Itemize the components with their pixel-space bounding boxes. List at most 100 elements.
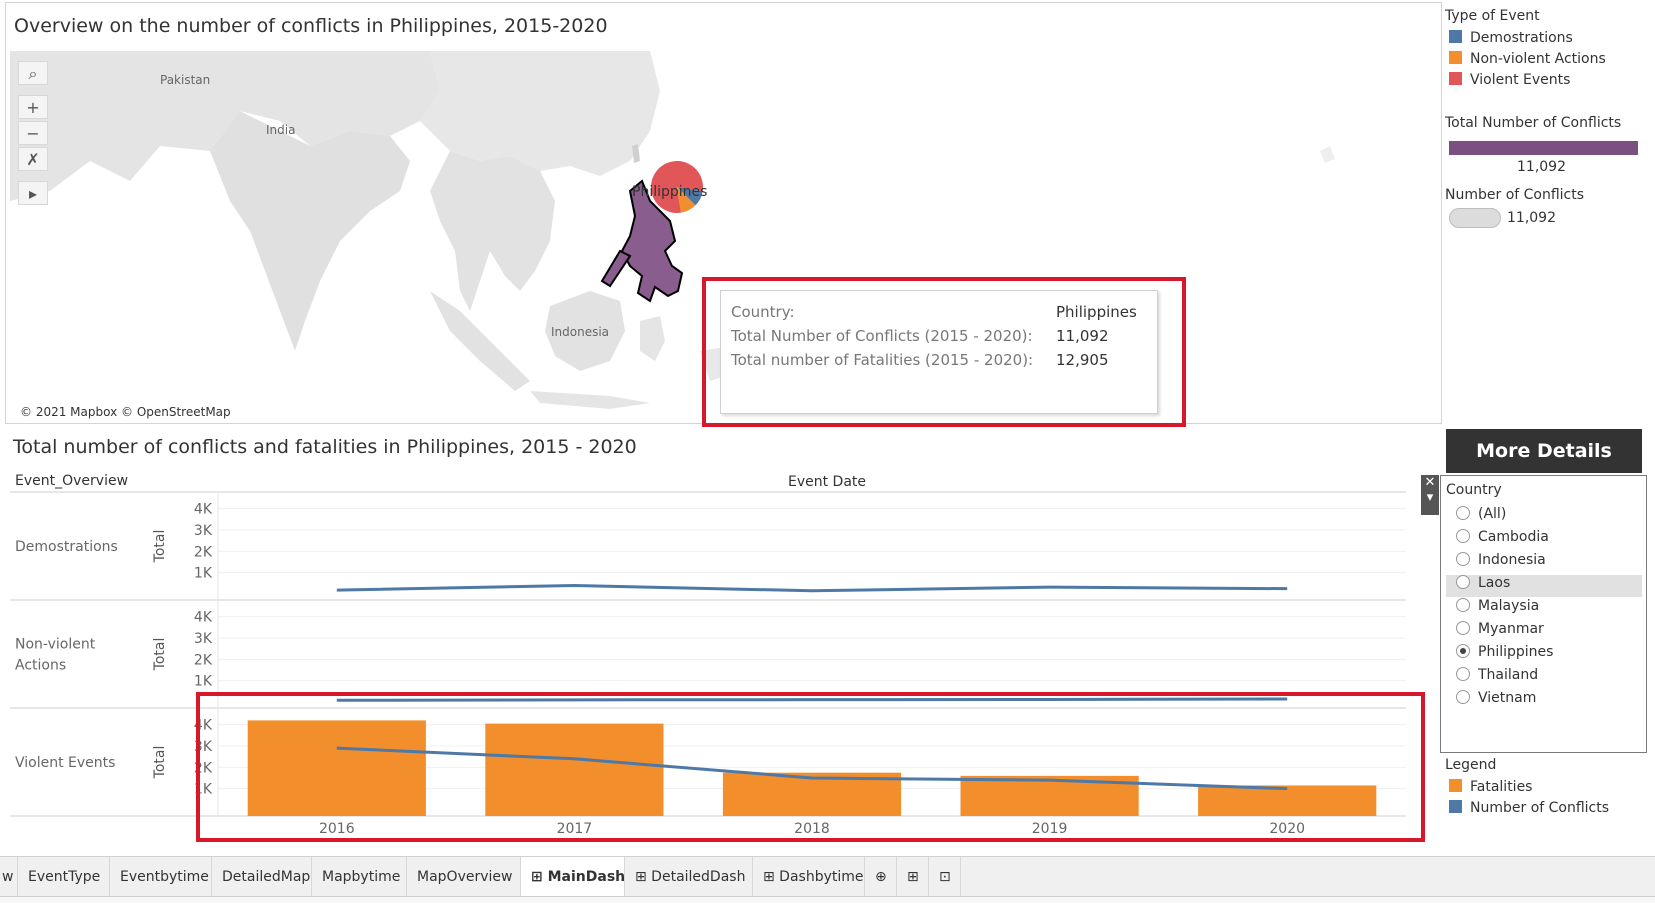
map-canvas[interactable]: Pakistan India Indonesia © 2021 Mapbox ©… xyxy=(10,51,1438,421)
radio-icon[interactable] xyxy=(1456,621,1470,635)
tooltip-conflicts-key: Total Number of Conflicts (2015 - 2020): xyxy=(731,327,1033,345)
y-axis-label: Total xyxy=(152,530,168,564)
land-sulawesi xyxy=(640,316,665,361)
filter-option[interactable]: Cambodia xyxy=(1446,529,1642,551)
y-axis-label: Total xyxy=(152,746,168,780)
land-japan-tip xyxy=(1320,146,1335,163)
land-indochina xyxy=(430,151,555,311)
legend-total-value: 11,092 xyxy=(1517,159,1566,175)
sheet-tabbar: w EventType Eventbytime DetailedMap Mapbytim… xyxy=(0,856,1655,897)
filter-option-label: Laos xyxy=(1478,575,1511,591)
map-copyright: © 2021 Mapbox © OpenStreetMap xyxy=(20,405,231,419)
map-tooltip: Country: Philippines Total Number of Conf… xyxy=(720,290,1158,414)
map-toolbar: ⌕ + − ✗ ▸ xyxy=(18,61,50,207)
radio-icon[interactable] xyxy=(1456,644,1470,658)
filter-option[interactable]: Philippines xyxy=(1446,644,1642,666)
zoom-in-button[interactable]: + xyxy=(18,95,48,119)
zoom-out-button[interactable]: − xyxy=(18,121,48,145)
sheet-tab[interactable]: MapOverview xyxy=(407,857,521,897)
legend-number-of-conflicts[interactable]: Number of Conflicts xyxy=(1449,800,1609,816)
swatch-demonstrations xyxy=(1449,30,1462,43)
sheet-tab[interactable]: ⊞ DetailedDash xyxy=(625,857,753,897)
map-label-indonesia: Indonesia xyxy=(551,325,610,339)
country-marker-label: Philippines xyxy=(632,184,708,200)
land-java xyxy=(530,391,650,409)
legend-fatalities-label: Fatalities xyxy=(1470,779,1533,795)
legend-number-title: Number of Conflicts xyxy=(1445,187,1585,203)
filter-option[interactable]: Indonesia xyxy=(1446,552,1642,574)
highlight-box-tooltip xyxy=(702,277,1186,427)
land-west-asia xyxy=(10,51,440,201)
radio-icon[interactable] xyxy=(1456,667,1470,681)
filter-option-label: Indonesia xyxy=(1478,552,1546,568)
filter-option-label: Myanmar xyxy=(1478,621,1544,637)
legend-type-demonstrations[interactable]: Demostrations xyxy=(1449,30,1573,46)
pie-slice-non-violent[interactable] xyxy=(677,187,696,213)
radio-icon[interactable] xyxy=(1456,506,1470,520)
legend-total-color-bar xyxy=(1449,141,1638,155)
x-tick-label: 2016 xyxy=(319,821,355,837)
x-tick-label: 2017 xyxy=(557,821,593,837)
pie-marker[interactable] xyxy=(651,161,703,213)
sheet-tab[interactable]: w xyxy=(0,857,18,897)
legend-type-non-violent[interactable]: Non-violent Actions xyxy=(1449,51,1606,67)
filter-option[interactable]: Myanmar xyxy=(1446,621,1642,643)
x-tick-label: 2018 xyxy=(794,821,830,837)
land-borneo xyxy=(545,291,625,371)
search-icon[interactable]: ⌕ xyxy=(18,61,48,85)
legend-type-title: Type of Event xyxy=(1445,8,1540,24)
radio-icon[interactable] xyxy=(1456,690,1470,704)
sheet-tab[interactable]: ⊕ xyxy=(865,857,897,897)
row-header: Violent Events xyxy=(15,755,115,771)
sheet-tab[interactable]: ⊞ xyxy=(897,857,929,897)
swatch-non-violent xyxy=(1449,51,1462,64)
line-number-of-conflicts[interactable] xyxy=(336,697,1288,702)
line-number-of-conflicts[interactable] xyxy=(336,746,1288,791)
tooltip-country-key: Country: xyxy=(731,303,795,321)
expand-toolbar-icon[interactable]: ▸ xyxy=(18,181,48,205)
chart-title: Total number of conflicts and fatalities… xyxy=(13,436,637,458)
map-label-pakistan: Pakistan xyxy=(160,73,211,87)
radio-icon[interactable] xyxy=(1456,598,1470,612)
bar-fatalities[interactable] xyxy=(247,720,426,816)
sheet-tab[interactable]: EventType xyxy=(18,857,110,897)
radio-icon[interactable] xyxy=(1456,575,1470,589)
sheet-tab[interactable]: DetailedMap xyxy=(212,857,312,897)
row-header: Non-violent xyxy=(15,637,96,653)
legend-type-violent[interactable]: Violent Events xyxy=(1449,72,1570,88)
filter-option[interactable]: (All) xyxy=(1446,506,1642,528)
sheet-tab[interactable]: ⊞ MainDash xyxy=(521,857,625,897)
radio-icon[interactable] xyxy=(1456,529,1470,543)
swatch-number-of-conflicts xyxy=(1449,800,1462,813)
filter-option[interactable]: Vietnam xyxy=(1446,690,1642,712)
legend-number-size-shape xyxy=(1449,208,1501,228)
pie-slice-demonstrations[interactable] xyxy=(677,187,703,206)
filter-close-icon[interactable]: ✕ ▾ xyxy=(1421,475,1439,515)
sheet-tab[interactable]: Mapbytime xyxy=(312,857,407,897)
legend-fatalities[interactable]: Fatalities xyxy=(1449,779,1532,795)
legend-bottom-title: Legend xyxy=(1445,757,1497,773)
legend-type-violent-label: Violent Events xyxy=(1470,72,1571,88)
bar-fatalities[interactable] xyxy=(1198,785,1377,816)
more-details-button[interactable]: More Details xyxy=(1446,429,1642,473)
filter-option[interactable]: Laos xyxy=(1446,575,1642,597)
unpin-icon[interactable]: ✗ xyxy=(18,147,48,171)
bar-fatalities[interactable] xyxy=(485,723,664,816)
tooltip-conflicts-value: 11,092 xyxy=(1056,327,1109,345)
row-header-label: Event_Overview xyxy=(15,473,129,489)
line-number-of-conflicts[interactable] xyxy=(336,583,1288,593)
filter-option[interactable]: Thailand xyxy=(1446,667,1642,689)
y-tick-label: 2K xyxy=(194,652,213,668)
chart-area[interactable]: 1K 2K 3K 4K Demostrations Total 1K 2K 3K 4K Non-vi… xyxy=(0,490,1420,846)
land-india xyxy=(210,111,410,351)
filter-option-label: Thailand xyxy=(1478,667,1539,683)
y-axis-label: Total xyxy=(152,638,168,672)
filter-option[interactable]: Malaysia xyxy=(1446,598,1642,620)
sheet-tab[interactable]: ⊞ Dashbytime xyxy=(753,857,865,897)
filter-option-label: Cambodia xyxy=(1478,529,1549,545)
radio-icon[interactable] xyxy=(1456,552,1470,566)
column-header-label: Event Date xyxy=(788,474,867,490)
legend-total-title: Total Number of Conflicts xyxy=(1445,115,1622,131)
sheet-tab[interactable]: Eventbytime xyxy=(110,857,212,897)
sheet-tab[interactable]: ⊡ xyxy=(929,857,961,897)
